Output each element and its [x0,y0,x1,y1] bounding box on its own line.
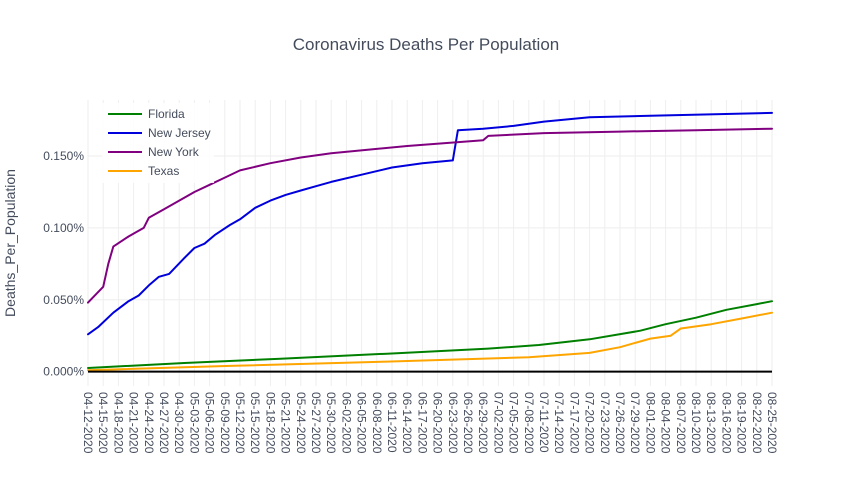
legend-label: New York [148,145,200,159]
x-tick-label: 08-19-2020 [735,392,749,454]
x-tick-label: 04-12-2020 [81,392,95,454]
legend-label: New Jersey [148,126,211,140]
x-tick-label: 04-18-2020 [111,392,125,454]
legend: Florida New Jersey New York Texas [102,103,214,183]
x-tick-label: 05-21-2020 [279,392,293,454]
x-tick-label: 04-27-2020 [157,392,171,454]
chart-title: Coronavirus Deaths Per Population [293,35,559,54]
x-tick-label: 07-29-2020 [628,392,642,454]
x-tick-label: 08-01-2020 [643,392,657,454]
x-tick-label: 06-08-2020 [370,392,384,454]
x-tick-label: 06-26-2020 [461,392,475,454]
x-tick-label: 08-25-2020 [765,392,779,454]
x-tick-labels: 04-12-2020 04-15-2020 04-18-2020 04-21-2020… [81,392,779,454]
x-tick-label: 05-24-2020 [294,392,308,454]
y-tick-labels: 0.000% 0.050% 0.100% 0.150% [43,149,84,379]
x-tick-label: 04-30-2020 [172,392,186,454]
x-tick-label: 06-20-2020 [431,392,445,454]
x-tick-label: 06-29-2020 [476,392,490,454]
series-line-texas [87,311,773,372]
x-tick-label: 05-03-2020 [187,392,201,454]
y-tick-label: 0.150% [43,149,84,163]
x-tick-label: 06-02-2020 [339,392,353,454]
series-line-florida [87,300,773,369]
x-tick-label: 07-11-2020 [537,392,551,453]
x-tick-label: 07-17-2020 [567,392,581,454]
x-tick-label: 04-21-2020 [127,392,141,454]
x-tick-label: 05-30-2020 [324,392,338,454]
x-tick-label: 08-13-2020 [704,392,718,454]
x-tick-label: 07-08-2020 [522,392,536,454]
x-tick-label: 05-18-2020 [263,392,277,454]
y-tick-label: 0.100% [43,221,84,235]
x-tick-label: 06-11-2020 [385,392,399,453]
x-tick-label: 04-24-2020 [142,392,156,454]
y-axis-title: Deaths_Per_Population [2,169,18,317]
x-tick-label: 05-15-2020 [248,392,262,454]
x-tick-label: 06-05-2020 [355,392,369,454]
y-tick-label: 0.000% [43,365,84,379]
y-tick-label: 0.050% [43,293,84,307]
x-tick-label: 07-02-2020 [491,392,505,454]
x-tick-label: 06-14-2020 [400,392,414,454]
x-tick-label: 07-20-2020 [583,392,597,454]
x-tick-label: 06-23-2020 [446,392,460,454]
x-tick-label: 07-26-2020 [613,392,627,454]
x-tick-label: 08-10-2020 [689,392,703,454]
x-tick-label: 06-17-2020 [415,392,429,454]
x-tick-label: 08-07-2020 [674,392,688,454]
x-tick-label: 07-05-2020 [507,392,521,454]
legend-background [102,103,214,183]
legend-label: Texas [148,164,179,178]
series-lines [87,111,773,372]
x-tick-label: 08-16-2020 [719,392,733,454]
series-line-new-jersey [87,111,773,336]
x-tick-label: 08-22-2020 [750,392,764,454]
x-tick-label: 05-12-2020 [233,392,247,454]
x-tick-label: 07-23-2020 [598,392,612,454]
x-tick-label: 05-09-2020 [218,392,232,454]
x-tick-label: 07-14-2020 [552,392,566,454]
series-line-new-york [87,127,773,304]
x-tick-label: 08-04-2020 [659,392,673,454]
legend-label: Florida [148,107,185,121]
x-tick-label: 04-15-2020 [96,392,110,454]
x-tick-label: 05-06-2020 [203,392,217,454]
x-tick-label: 05-27-2020 [309,392,323,454]
